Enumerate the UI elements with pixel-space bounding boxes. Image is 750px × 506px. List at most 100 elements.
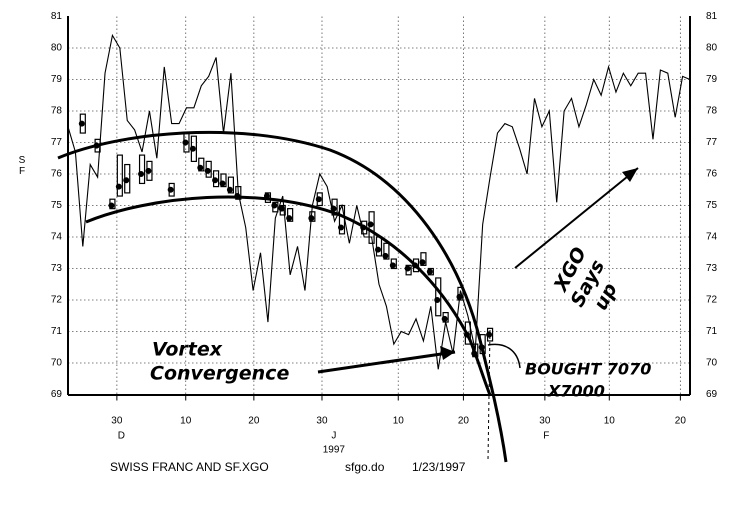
y-tick-label: 78 <box>51 106 63 117</box>
close-dot <box>389 262 396 269</box>
close-dot <box>486 331 493 338</box>
close-dot <box>337 224 344 231</box>
x-tick-label: 20 <box>675 416 687 427</box>
y2-tick-label: 78 <box>706 106 718 117</box>
annotation: BOUGHT 7070 <box>525 360 651 379</box>
footer-file: sfgo.do <box>345 460 385 474</box>
close-dot <box>278 205 285 212</box>
y2-tick-label: 71 <box>706 326 718 337</box>
range-bar <box>383 242 390 260</box>
y2-tick-label: 69 <box>706 389 718 400</box>
close-dot <box>271 202 278 209</box>
x-tick-label: 10 <box>604 416 616 427</box>
year-label: 1997 <box>323 445 346 456</box>
close-dot <box>212 177 219 184</box>
x-tick-label: 30 <box>111 416 123 427</box>
footer-title: SWISS FRANC AND SF.XGO <box>110 460 269 474</box>
range-bar <box>457 286 464 301</box>
close-dot <box>167 186 174 193</box>
close-dot <box>115 183 122 190</box>
month-label: J <box>331 431 336 442</box>
outer-arc <box>57 130 508 463</box>
y-tick-label: 69 <box>51 389 63 400</box>
x-tick-label: 10 <box>180 416 192 427</box>
range-bar <box>138 154 146 185</box>
x-tick-label: 10 <box>393 416 405 427</box>
y-tick-label: 72 <box>51 295 63 306</box>
y2-tick-label: 76 <box>706 169 718 180</box>
close-dot <box>108 202 115 209</box>
range-bar <box>116 154 123 197</box>
range-bar <box>375 236 383 257</box>
y-tick-label: 81 <box>51 11 63 22</box>
close-dot <box>404 265 411 272</box>
y2-tick-label: 81 <box>706 11 718 22</box>
price-line <box>67 33 691 370</box>
y-tick-label: 76 <box>51 169 63 180</box>
close-dot <box>419 259 426 266</box>
y-tick-label: 71 <box>51 326 63 337</box>
close-dot <box>434 297 441 303</box>
y2-tick-label: 72 <box>706 295 718 306</box>
annotation: X7000 <box>547 382 605 401</box>
y-tick-label: 74 <box>51 232 63 243</box>
month-label: D <box>118 431 125 442</box>
x-tick-label: 20 <box>248 416 260 427</box>
close-dot <box>456 293 463 300</box>
annotation: Convergence <box>150 363 289 385</box>
x-tick-label: 20 <box>458 416 470 427</box>
close-dot <box>197 164 204 171</box>
y-tick-label: 80 <box>51 43 63 54</box>
y-tick-label: 79 <box>51 74 63 85</box>
close-dot <box>219 180 226 187</box>
y-tick-label: 75 <box>51 200 63 211</box>
y2-tick-label: 74 <box>706 232 718 243</box>
inner-arc <box>85 195 492 396</box>
month-label: F <box>543 431 549 442</box>
y2-tick-label: 77 <box>706 137 718 148</box>
close-dot <box>330 205 337 212</box>
y-tick-label: 70 <box>51 358 63 369</box>
close-dot <box>78 120 85 127</box>
close-dot <box>204 167 211 174</box>
close-dot <box>382 252 389 259</box>
close-dot <box>182 139 189 146</box>
range-bar <box>368 211 375 244</box>
y2-tick-label: 75 <box>706 200 718 211</box>
close-dot <box>286 215 293 222</box>
footer-date: 1/23/1997 <box>412 460 466 474</box>
close-dot <box>123 177 130 184</box>
vortex-arrow <box>317 350 456 374</box>
close-dot <box>138 171 145 177</box>
y2-tick-label: 80 <box>706 43 718 54</box>
range-bar <box>420 252 427 266</box>
range-bar <box>287 208 294 222</box>
xgo-note: XGO Says up <box>549 244 621 314</box>
close-dot <box>375 246 381 253</box>
x-tick-label: 30 <box>316 416 328 427</box>
arrow-head <box>440 346 455 360</box>
range-bar <box>338 204 346 235</box>
close-dot <box>145 167 152 174</box>
range-bar <box>220 173 227 188</box>
close-dot <box>441 315 448 322</box>
close-dot <box>315 196 322 203</box>
close-dot <box>226 186 233 193</box>
close-dot <box>426 268 433 275</box>
range-bar <box>227 176 235 194</box>
dotted-guide <box>487 329 491 461</box>
y2-tick-label: 79 <box>706 74 718 85</box>
arrow-head <box>622 168 638 182</box>
range-bar <box>235 186 242 200</box>
xgo-arrow <box>514 167 639 269</box>
range-bar <box>435 277 442 317</box>
y2-tick-label: 73 <box>706 263 718 274</box>
bought-pointer <box>487 343 521 369</box>
y-tick-label: 77 <box>51 137 63 148</box>
close-dot <box>308 215 315 222</box>
y2-tick-label: 70 <box>706 358 718 369</box>
close-dot <box>189 145 196 152</box>
annotation: Vortex <box>152 339 223 361</box>
